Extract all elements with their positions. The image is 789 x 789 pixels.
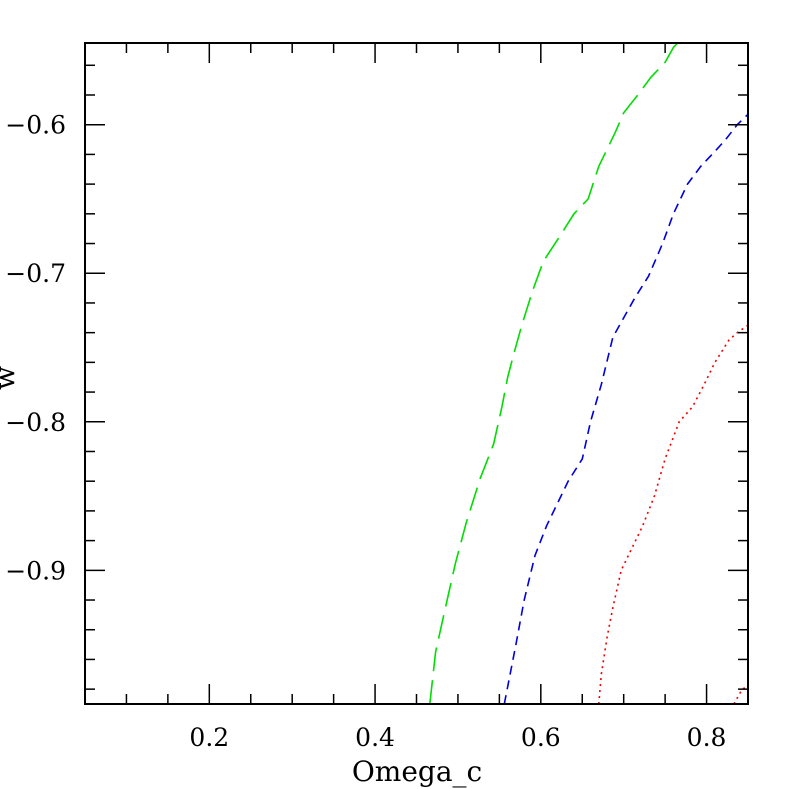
tick-labels-layer: 0.2 0.4 0.6 0.8 −0.6 −0.7 −0.8 −0.9 (5, 111, 726, 752)
series-layer (429, 43, 748, 704)
y-tick-label: −0.6 (5, 111, 66, 140)
ticks-layer (85, 43, 748, 704)
series-line-3 (598, 324, 748, 704)
plot-frame (84, 42, 749, 705)
series-line-1 (429, 43, 679, 704)
x-tick-label: 0.4 (355, 723, 395, 752)
x-tick-label: 0.2 (189, 723, 229, 752)
y-tick-label: −0.8 (5, 408, 66, 437)
y-tick-label: −0.7 (5, 259, 66, 288)
y-tick-label: −0.9 (5, 556, 66, 585)
series-line-2 (503, 113, 748, 704)
x-tick-label: 0.6 (521, 723, 561, 752)
y-axis-label: w (0, 366, 21, 390)
x-tick-label: 0.8 (687, 723, 727, 752)
x-axis-label: Omega_c (352, 755, 482, 788)
